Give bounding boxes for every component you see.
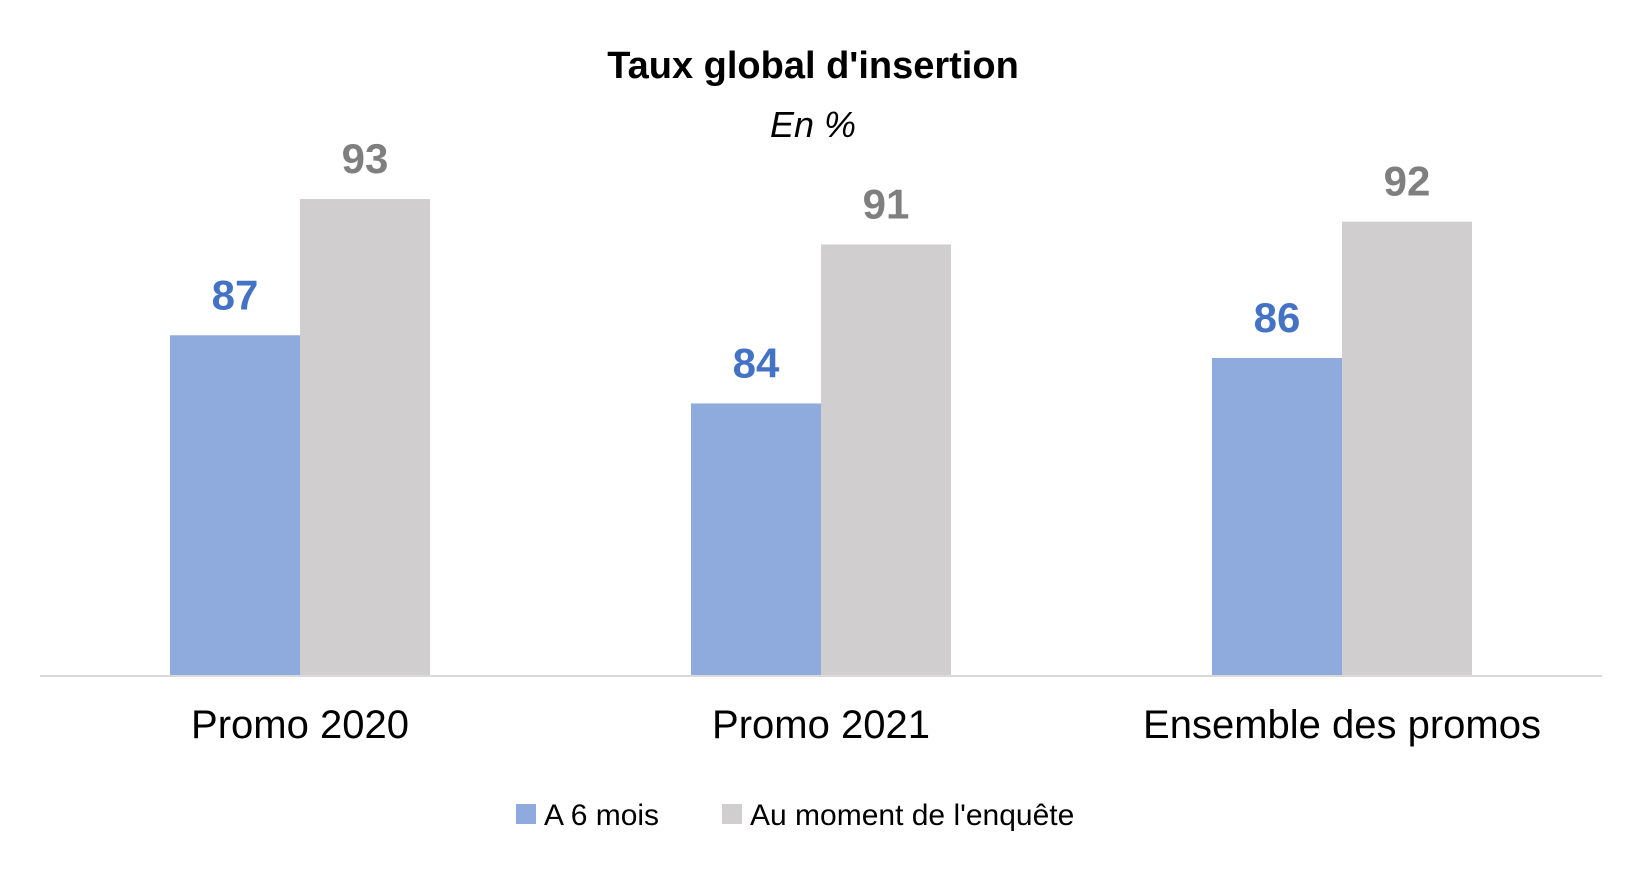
legend-label-2: Au moment de l'enquête xyxy=(750,799,1074,832)
category-labels-group: Promo 2020 Promo 2021 Ensemble des promos xyxy=(191,703,1541,747)
bar-a6mois-1 xyxy=(170,335,300,676)
bar-a6mois-2 xyxy=(691,403,821,676)
bar-enquete-1 xyxy=(300,199,430,676)
data-label-a6mois-1: 87 xyxy=(212,271,259,318)
bar-enquete-2 xyxy=(821,244,951,676)
category-label-1: Promo 2020 xyxy=(191,703,409,747)
legend-swatch-1 xyxy=(516,804,536,824)
data-label-enquete-1: 93 xyxy=(342,135,389,182)
data-labels-group: 87 93 84 91 86 92 xyxy=(212,135,1431,386)
bar-a6mois-3 xyxy=(1212,358,1342,676)
category-label-3: Ensemble des promos xyxy=(1143,703,1541,747)
bar-enquete-3 xyxy=(1342,221,1472,676)
data-label-enquete-3: 92 xyxy=(1384,158,1431,205)
bars-group xyxy=(170,199,1472,676)
chart-subtitle: En % xyxy=(770,104,856,145)
data-label-a6mois-2: 84 xyxy=(733,339,780,386)
data-label-enquete-2: 91 xyxy=(863,180,910,227)
data-label-a6mois-3: 86 xyxy=(1254,294,1301,341)
legend-label-1: A 6 mois xyxy=(544,799,659,832)
legend-swatch-2 xyxy=(722,804,742,824)
chart-title: Taux global d'insertion xyxy=(607,45,1019,87)
category-label-2: Promo 2021 xyxy=(712,703,930,747)
legend: A 6 mois Au moment de l'enquête xyxy=(516,799,1074,832)
